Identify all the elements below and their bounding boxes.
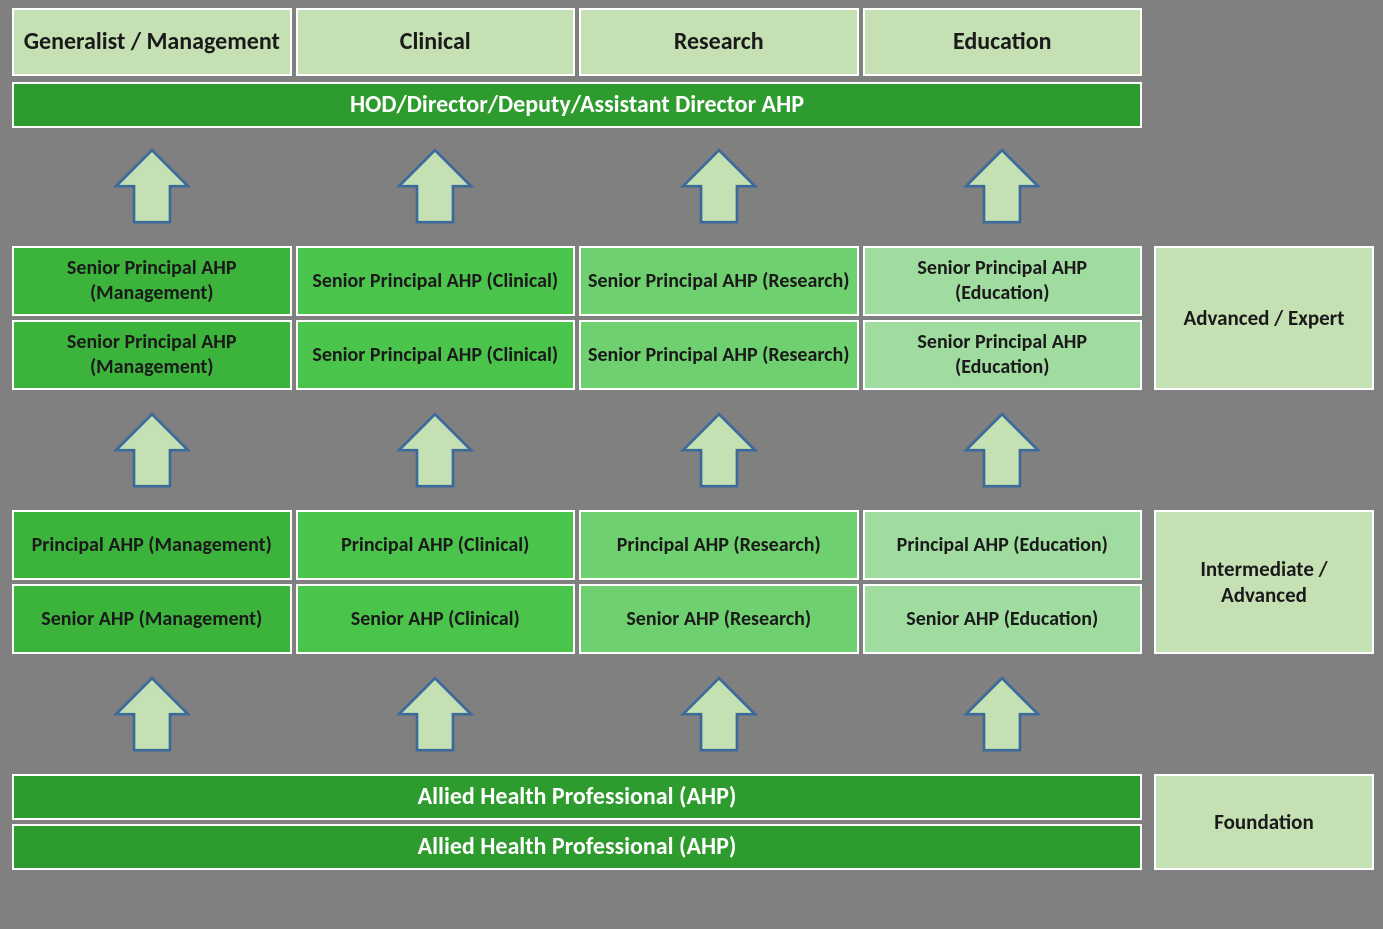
senior-principal-research: Senior Principal AHP (Research) — [579, 320, 859, 390]
senior-principal-clinical: Senior Principal AHP (Clinical) — [296, 246, 576, 316]
arrow-up-icon — [12, 666, 292, 766]
arrow-up-icon — [296, 138, 576, 238]
arrow-up-icon — [863, 138, 1143, 238]
arrow-up-icon — [863, 666, 1143, 766]
senior-clinical: Senior AHP (Clinical) — [296, 584, 576, 654]
side-label-intermediate-advanced: Intermediate / Advanced — [1154, 510, 1374, 654]
arrow-up-icon — [12, 402, 292, 502]
senior-principal-education: Senior Principal AHP (Education) — [863, 246, 1143, 316]
arrow-row-1 — [12, 132, 1142, 244]
senior-principal-management: Senior Principal AHP (Management) — [12, 320, 292, 390]
senior-education: Senior AHP (Education) — [863, 584, 1143, 654]
principal-research: Principal AHP (Research) — [579, 510, 859, 580]
arrow-up-icon — [579, 666, 859, 766]
arrow-up-icon — [579, 138, 859, 238]
track-header-education: Education — [863, 8, 1143, 76]
arrow-up-icon — [863, 402, 1143, 502]
foundation-bar-1: Allied Health Professional (AHP) — [12, 774, 1142, 820]
senior-management: Senior AHP (Management) — [12, 584, 292, 654]
arrow-row-2 — [12, 396, 1142, 508]
senior-research: Senior AHP (Research) — [579, 584, 859, 654]
arrow-up-icon — [296, 666, 576, 766]
side-label-foundation: Foundation — [1154, 774, 1374, 870]
principal-management: Principal AHP (Management) — [12, 510, 292, 580]
track-header-management: Generalist / Management — [12, 8, 292, 76]
advanced-expert-tier: Senior Principal AHP (Management) Senior… — [12, 246, 1142, 390]
track-header-clinical: Clinical — [296, 8, 576, 76]
arrow-up-icon — [12, 138, 292, 238]
side-label-advanced-expert: Advanced / Expert — [1154, 246, 1374, 390]
track-header-research: Research — [579, 8, 859, 76]
director-bar-label: HOD/Director/Deputy/Assistant Director A… — [12, 82, 1142, 128]
senior-principal-education: Senior Principal AHP (Education) — [863, 320, 1143, 390]
principal-education: Principal AHP (Education) — [863, 510, 1143, 580]
senior-principal-management: Senior Principal AHP (Management) — [12, 246, 292, 316]
foundation-bar-2: Allied Health Professional (AHP) — [12, 824, 1142, 870]
arrow-up-icon — [579, 402, 859, 502]
principal-clinical: Principal AHP (Clinical) — [296, 510, 576, 580]
arrow-up-icon — [296, 402, 576, 502]
director-bar: HOD/Director/Deputy/Assistant Director A… — [12, 82, 1142, 128]
senior-principal-research: Senior Principal AHP (Research) — [579, 246, 859, 316]
foundation-tier: Allied Health Professional (AHP) Allied … — [12, 774, 1142, 870]
arrow-row-3 — [12, 660, 1142, 772]
tracks-header-row: Generalist / Management Clinical Researc… — [12, 8, 1142, 76]
intermediate-advanced-tier: Principal AHP (Management) Principal AHP… — [12, 510, 1142, 654]
senior-principal-clinical: Senior Principal AHP (Clinical) — [296, 320, 576, 390]
